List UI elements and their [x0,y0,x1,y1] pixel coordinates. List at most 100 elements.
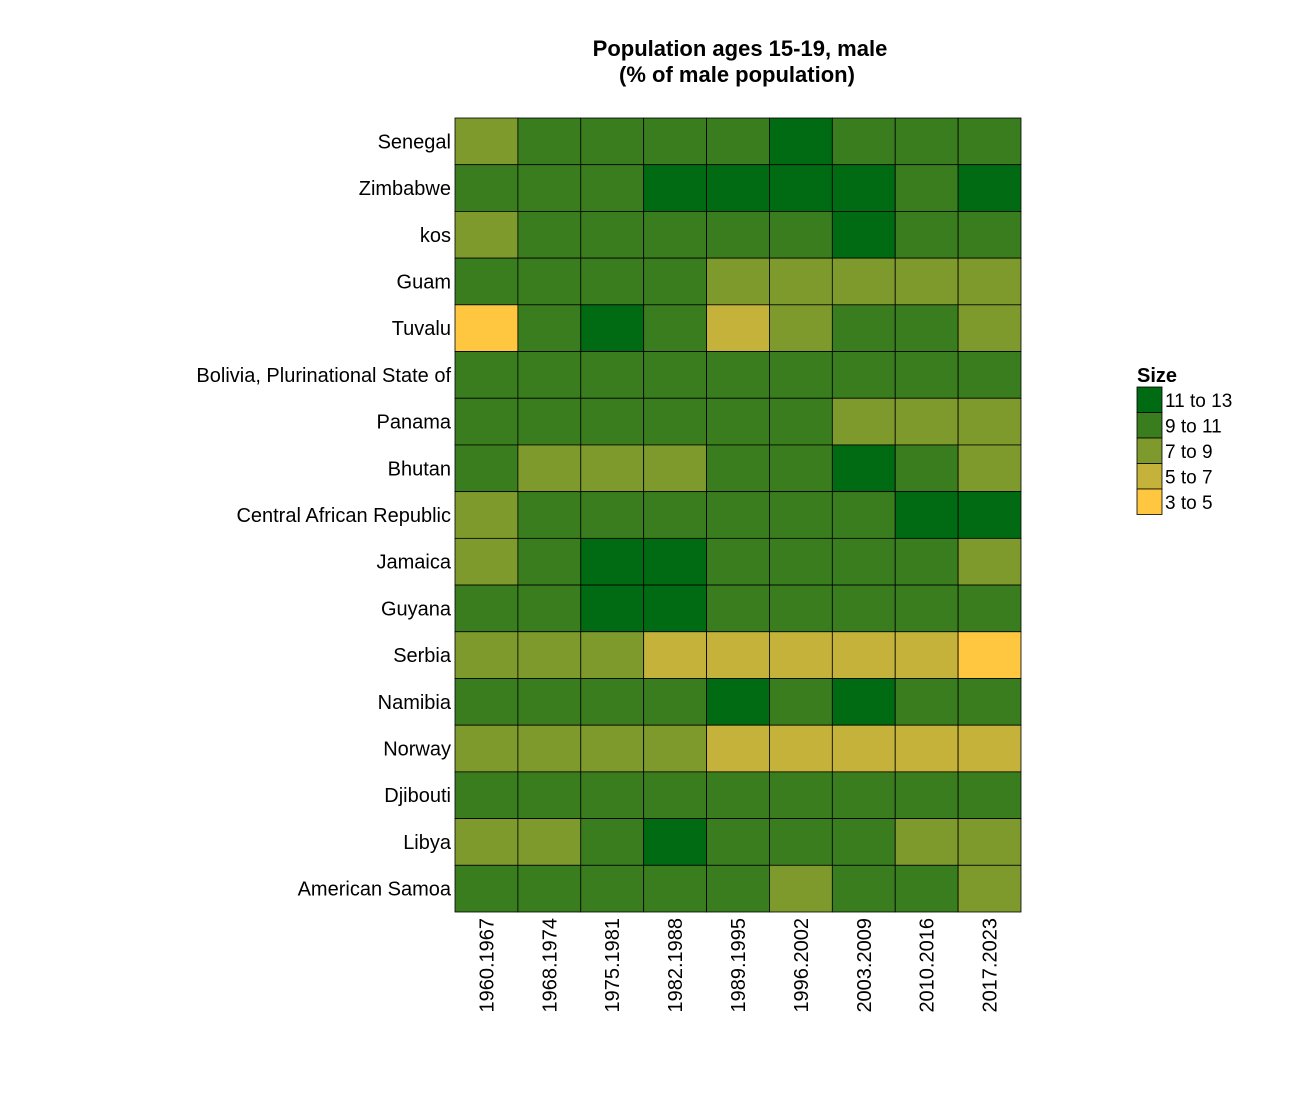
heatmap-cell [894,211,959,259]
heatmap-cell [957,724,1022,773]
heatmap-cell [894,724,959,773]
heatmap-cell [517,117,582,166]
heatmap-cell [894,164,959,212]
legend-key [1136,437,1163,464]
legend-label: 7 to 9 [1165,442,1213,463]
heatmap-cells [454,117,1022,913]
heatmap-cell [957,304,1022,352]
heatmap-cell [580,211,645,259]
heatmap-cell [706,864,770,913]
heatmap-cell [894,631,959,679]
heatmap-cell [454,864,519,913]
y-tick-label: Panama [377,412,452,434]
heatmap-cell [706,537,770,586]
heatmap-cell [831,257,896,306]
heatmap-cell [894,351,959,399]
heatmap-cell [454,257,519,306]
heatmap-cell [769,211,833,259]
heatmap-cell [957,211,1022,259]
heatmap-cell [894,444,959,493]
heatmap-cell [831,771,896,819]
heatmap-cell [580,678,645,726]
heatmap-cell [454,491,519,539]
heatmap-cell [706,444,770,493]
heatmap-cell [580,818,645,866]
heatmap-cell [894,584,959,633]
heatmap-cell [706,117,770,166]
heatmap-cell [706,724,770,773]
x-tick-label: 1975.1981 [602,918,624,1013]
heatmap-cell [957,491,1022,539]
legend-key [1136,412,1163,439]
heatmap-cell [454,211,519,259]
heatmap-cell [769,678,833,726]
heatmap-cell [706,304,770,352]
heatmap-cell [580,631,645,679]
y-axis-labels: Senegal Zimbabwe kos Guam Tuvalu Bolivia, Plu… [196,131,451,900]
heatmap-cell [454,771,519,819]
heatmap-cell [831,678,896,726]
legend-label: 9 to 11 [1165,416,1222,437]
heatmap-cell [706,257,770,306]
heatmap-cell [580,304,645,352]
x-tick-label: 2010.2016 [917,918,939,1013]
heatmap-cell [831,444,896,493]
heatmap-cell [769,444,833,493]
heatmap-cell [643,584,707,633]
y-tick-label: Senegal [378,131,451,153]
heatmap-cell [706,771,770,819]
heatmap-cell [643,771,707,819]
heatmap-cell [706,397,770,446]
heatmap-cell [454,818,519,866]
heatmap-cell [706,584,770,633]
heatmap-cell [894,491,959,539]
heatmap-cell [831,864,896,913]
heatmap-cell [831,351,896,399]
heatmap-cell [643,304,707,352]
heatmap-cell [957,818,1022,866]
heatmap-cell [957,117,1022,166]
heatmap-cell [580,491,645,539]
heatmap-cell [643,537,707,586]
heatmap-cell [643,257,707,306]
heatmap-cell [894,818,959,866]
heatmap-cell [580,164,645,212]
heatmap-cell [454,631,519,679]
heatmap-cell [769,257,833,306]
y-tick-label: Serbia [393,645,452,667]
y-tick-label: Djibouti [384,785,451,807]
heatmap-cell [517,164,582,212]
heatmap-cell [769,491,833,539]
heatmap-cell [957,164,1022,212]
heatmap-cell [580,257,645,306]
heatmap-cell [831,631,896,679]
heatmap-cell [957,257,1022,306]
heatmap-cell [517,864,582,913]
x-tick-label: 1996.2002 [791,918,813,1013]
heatmap-cell [517,771,582,819]
heatmap-cell [454,537,519,586]
heatmap-cell [894,397,959,446]
heatmap-cell [517,351,582,399]
chart-title-line1: Population ages 15-19, male [593,36,888,61]
y-tick-label: Guam [397,271,451,293]
y-tick-label: Bhutan [388,458,451,480]
heatmap-cell [580,584,645,633]
heatmap-cell [769,771,833,819]
heatmap-cell [517,724,582,773]
heatmap-cell [957,397,1022,446]
heatmap-cell [831,818,896,866]
legend-title: Size [1137,365,1177,387]
heatmap-cell [894,537,959,586]
heatmap-cell [517,304,582,352]
legend: Size 11 to 13 9 to 11 7 to 9 5 to 7 3 to 5 [1136,365,1232,515]
heatmap-cell [957,864,1022,913]
y-tick-label: kos [420,225,451,247]
heatmap-cell [454,164,519,212]
heatmap-cell [643,818,707,866]
heatmap-cell [769,164,833,212]
heatmap-cell [580,537,645,586]
legend-key [1136,386,1163,413]
y-tick-label: Guyana [381,598,452,620]
